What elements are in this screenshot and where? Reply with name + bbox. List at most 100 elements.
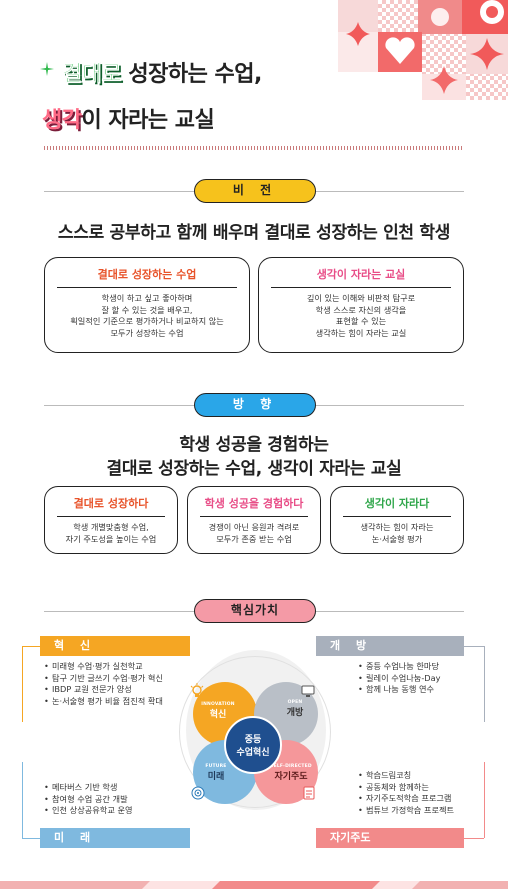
diagram-ring	[179, 656, 331, 808]
future-en: FUTURE	[205, 764, 227, 769]
future-circle-label: FUTURE 미래	[196, 764, 236, 782]
card-line: 자기 주도성을 높이는 수업	[65, 533, 157, 544]
list-item: 릴레이 수업나눔-Day	[358, 673, 478, 685]
list-item: 공동체와 함께하는	[358, 782, 478, 794]
card-line: 학생 개별맞춤형 수업,	[73, 522, 149, 532]
connector	[22, 762, 23, 838]
vision-card-1: 결대로 성장하는 수업 학생이 하고 싶고 좋아하며 잘 할 수 있는 것을 배…	[44, 257, 250, 353]
section-rule-left	[44, 191, 194, 192]
card-line: 깊이 있는 이해와 비판적 탐구로	[306, 293, 416, 303]
section-rule-left	[44, 405, 194, 406]
card-divider	[343, 516, 451, 517]
list-item: 인천 상상공유학교 운영	[44, 805, 194, 817]
title-rest-1: 성장하는 수업,	[121, 62, 262, 87]
connector	[464, 838, 484, 839]
center-label-2: 수업혁신	[236, 748, 270, 758]
innovation-ko: 혁신	[209, 710, 227, 720]
card-line: 학생 스스로 자신의 생각을	[315, 304, 407, 315]
card-line: 학생이 하고 싶고 좋아하며	[101, 293, 193, 303]
vision-card-1-body: 학생이 하고 싶고 좋아하며 잘 할 수 있는 것을 배우고, 획일적인 기준으…	[45, 293, 249, 339]
title-rest-2: 이 자라는 교실	[81, 108, 215, 133]
center-circle: 중등 수업혁신	[224, 716, 282, 774]
open-en: OPEN	[287, 700, 303, 705]
center-label-1: 중등	[244, 735, 262, 745]
section-rule-right	[316, 191, 464, 192]
dashed-divider	[44, 146, 464, 150]
vision-headline: 스스로 공부하고 함께 배우며 결대로 성장하는 인천 학생	[57, 223, 451, 243]
vision-card-2-title: 생각이 자라는 교실	[316, 268, 406, 281]
card-divider	[271, 287, 451, 288]
direction-label: 방 향	[194, 393, 316, 417]
list-item-continued: 참여형 수업 공간 개발	[44, 794, 194, 806]
direction-card-2-body: 경쟁이 아닌 응원과 격려로 모두가 존중 받는 수업	[188, 522, 320, 545]
card-line: 경쟁이 아닌 응원과 격려로	[208, 522, 300, 532]
innovation-en: INNOVATION	[201, 702, 235, 707]
innovation-circle-label: INNOVATION 혁신	[196, 702, 240, 720]
open-ko: 개방	[286, 708, 304, 718]
sparkle-icon	[40, 62, 54, 76]
direction-card-3-body: 생각하는 힘이 자라는 논·서술형 평가	[331, 522, 463, 545]
card-line: 잘 할 수 있는 것을 배우고,	[101, 304, 193, 315]
list-item: 중등 수업나눔 한마당	[358, 661, 478, 673]
future-list: 메타버스 기반 학생 참여형 수업 공간 개발 인천 상상공유학교 운영	[44, 782, 194, 817]
card-divider	[57, 516, 165, 517]
title-highlight-pink: 생각	[42, 108, 82, 133]
section-rule-left	[44, 611, 194, 612]
list-item: 탐구 기반 글쓰기 수업·평가 혁신	[44, 673, 194, 685]
self-en: SELF-DIRECTED	[270, 764, 312, 769]
section-rule-right	[316, 405, 464, 406]
connector	[484, 646, 485, 722]
vision-card-1-title: 결대로 성장하는 수업	[97, 268, 197, 281]
page-title-line1: 결대로 성장하는 수업,	[62, 56, 263, 88]
direction-card-2: 학생 성공을 경험하다 경쟁이 아닌 응원과 격려로 모두가 존중 받는 수업	[187, 486, 321, 554]
page-title-line2: 생각이 자라는 교실	[42, 102, 215, 134]
vision-label: 비 전	[194, 179, 316, 203]
list-item-continued: 자기주도적학습 프로그램	[358, 793, 478, 805]
list-item: 미래형 수업·평가 실천학교	[44, 661, 194, 673]
self-directed-list: 학습드림코칭 공동체와 함께하는 자기주도적학습 프로그램 범튜브 가정학습 프…	[358, 770, 478, 816]
document-icon	[303, 786, 315, 800]
card-line: 모두가 존중 받는 수업	[216, 533, 292, 544]
list-item: 논·서술형 평가 비율 점진적 확대	[44, 696, 194, 708]
list-item: 메타버스 기반 학생	[44, 782, 194, 794]
innovation-list: 미래형 수업·평가 실천학교 탐구 기반 글쓰기 수업·평가 혁신 IBDP 교…	[44, 661, 194, 707]
title-highlight-green: 결대로	[62, 62, 122, 88]
self-directed-header: 자기주도	[316, 828, 464, 848]
direction-headline-1: 학생 성공을 경험하는	[179, 435, 329, 455]
screen-icon	[301, 685, 315, 697]
open-header: 개 방	[316, 636, 464, 656]
card-line: 획일적인 기준으로 평가하거나 비교하지 않는	[70, 316, 224, 326]
open-circle-label: OPEN 개방	[272, 700, 318, 718]
vision-card-2-body: 깊이 있는 이해와 비판적 탐구로 학생 스스로 자신의 생각을 표현할 수 있…	[259, 293, 463, 339]
direction-card-1-body: 학생 개별맞춤형 수업, 자기 주도성을 높이는 수업	[45, 522, 177, 545]
direction-card-2-title: 학생 성공을 경험하다	[204, 497, 304, 510]
future-ko: 미래	[207, 772, 225, 782]
connector	[22, 838, 40, 839]
decorative-pattern	[338, 0, 508, 100]
card-line: 생각하는 힘이 자라는 교실	[315, 327, 407, 338]
card-line: 모두가 성장하는 수업	[110, 327, 184, 338]
direction-card-1-title: 결대로 성장하다	[73, 497, 149, 510]
innovation-header: 혁 신	[40, 636, 190, 656]
connector	[464, 646, 484, 647]
card-divider	[57, 287, 237, 288]
core-label: 핵심가치	[194, 599, 316, 623]
future-header: 미 래	[40, 828, 190, 848]
list-item: 범튜브 가정학습 프로젝트	[358, 805, 478, 817]
self-circle-label: SELF-DIRECTED 자기주도	[266, 764, 316, 782]
open-list: 중등 수업나눔 한마당 릴레이 수업나눔-Day 함께 나눔 동행 연수	[358, 661, 478, 696]
card-line: 생각하는 힘이 자라는	[360, 522, 434, 532]
section-rule-right	[316, 611, 464, 612]
direction-card-3: 생각이 자라다 생각하는 힘이 자라는 논·서술형 평가	[330, 486, 464, 554]
direction-card-3-title: 생각이 자라다	[364, 497, 430, 510]
direction-card-1: 결대로 성장하다 학생 개별맞춤형 수업, 자기 주도성을 높이는 수업	[44, 486, 178, 554]
card-divider	[200, 516, 308, 517]
direction-headline-2: 결대로 성장하는 수업, 생각이 자라는 교실	[106, 459, 402, 479]
footer-stripes	[0, 881, 508, 889]
card-line: 논·서술형 평가	[371, 533, 423, 544]
list-item: IBDP 교원 전문가 양성	[44, 684, 194, 696]
connector	[22, 646, 40, 647]
card-line: 표현할 수 있는	[335, 316, 387, 326]
target-icon	[191, 786, 205, 800]
list-item: 학습드림코칭	[358, 770, 478, 782]
